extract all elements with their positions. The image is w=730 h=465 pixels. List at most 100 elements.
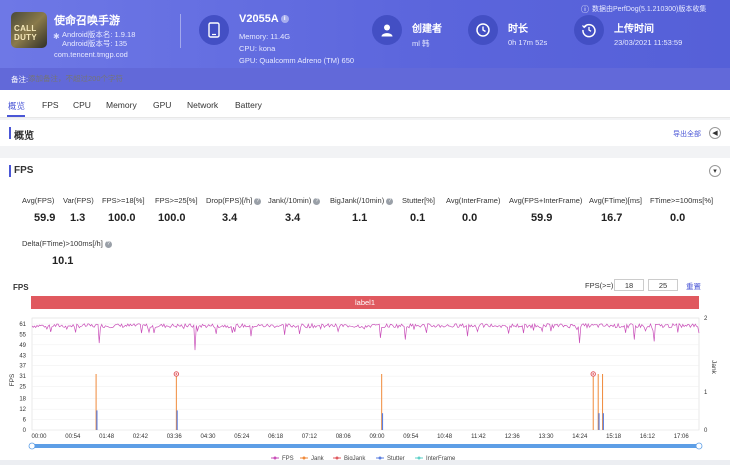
collapse-down-icon[interactable]: ▾ xyxy=(709,165,721,177)
reset-button[interactable]: 重置 xyxy=(686,282,701,291)
x-tick-label: 13:30 xyxy=(538,434,554,440)
legend-dot xyxy=(302,456,306,460)
legend-label: FPS xyxy=(282,456,294,462)
stat-value: 100.0 xyxy=(108,212,136,224)
stat-value: 0.1 xyxy=(410,212,426,224)
y2-axis-label: Jank xyxy=(710,360,717,374)
section-accent-bar xyxy=(9,165,11,177)
stat-value: 3.4 xyxy=(285,212,301,224)
remark-bar: 备注: xyxy=(0,68,730,90)
active-tab-indicator xyxy=(7,115,25,117)
legend-label: BigJank xyxy=(344,456,366,462)
fps-section-header: FPS ▾ xyxy=(0,158,730,184)
y-tick-label: 37 xyxy=(19,364,26,370)
app-name: 使命召唤手游 xyxy=(54,15,120,27)
history-icon xyxy=(574,15,604,45)
app-icon-text: CALL DUTY xyxy=(14,24,37,42)
android-version-code: Android版本号: 135 xyxy=(62,39,128,48)
help-icon[interactable]: ? xyxy=(254,197,262,205)
bigjank-mark-core xyxy=(175,373,178,375)
x-tick-label: 05:24 xyxy=(234,434,250,440)
stat-value: 0.0 xyxy=(462,212,478,224)
export-all-button[interactable]: 导出全部 xyxy=(673,131,701,138)
tab-network[interactable]: Network xyxy=(187,100,219,110)
creator-title: 创建者 xyxy=(412,24,442,35)
chart-title: FPS xyxy=(13,283,29,292)
generated-by: 数据由PerfDog(5.1.210300)版本收集 xyxy=(592,6,707,13)
help-icon[interactable]: ? xyxy=(386,197,394,205)
legend-label: Jank xyxy=(311,456,325,462)
device-cpu: CPU: kona xyxy=(239,44,276,53)
overview-title: 概览 xyxy=(14,131,34,142)
tab-gpu[interactable]: GPU xyxy=(153,100,172,110)
help-icon[interactable]: ? xyxy=(104,240,112,248)
upload-value: 23/03/2021 11:53:59 xyxy=(614,38,683,47)
device-gpu: GPU: Qualcomm Adreno (TM) 650 xyxy=(239,56,355,65)
slider-handle-left xyxy=(28,442,36,450)
threshold-input-1[interactable] xyxy=(614,279,644,291)
slider-handle-right xyxy=(695,442,703,450)
stat-label: Delta(FTime)>100ms[/h]? xyxy=(22,239,112,248)
device-memory: Memory: 11.4G xyxy=(239,32,291,41)
fps-section-title: FPS xyxy=(14,165,34,176)
x-tick-label: 06:18 xyxy=(268,434,284,440)
header-divider xyxy=(180,14,181,48)
y-tick-label: 0 xyxy=(23,428,27,434)
legend-label: Stutter xyxy=(387,456,405,462)
overview-section-header: 概览 导出全部 ◀ xyxy=(0,120,730,146)
x-tick-label: 00:00 xyxy=(31,434,47,440)
x-tick-label: 14:24 xyxy=(572,434,588,440)
clock-icon xyxy=(468,15,498,45)
legend-label: InterFrame xyxy=(426,456,456,462)
tab-memory[interactable]: Memory xyxy=(106,100,137,110)
remark-label: 备注: xyxy=(11,75,29,84)
y-tick-label: 61 xyxy=(19,322,26,328)
stat-value: 59.9 xyxy=(34,212,56,224)
stat-label: Avg(InterFrame) xyxy=(446,196,501,205)
plot-area xyxy=(31,317,700,431)
android-icon: ✱ xyxy=(53,32,60,41)
threshold-input-2[interactable] xyxy=(648,279,678,291)
stat-value: 3.4 xyxy=(222,212,238,224)
stat-label: Avg(FTime)[ms] xyxy=(589,196,642,205)
remark-input[interactable] xyxy=(28,72,228,85)
page-bottom xyxy=(0,460,730,465)
x-tick-label: 04:30 xyxy=(200,434,216,440)
stat-label: FTime>=100ms[%] xyxy=(650,196,714,205)
chart-zoom-slider xyxy=(32,444,699,448)
y-tick-label: 25 xyxy=(19,385,26,391)
stat-label: Stutter[%] xyxy=(402,196,435,205)
device-info-icon[interactable]: i xyxy=(280,15,289,24)
y-tick-label: 49 xyxy=(19,343,26,349)
x-tick-label: 17:06 xyxy=(674,434,690,440)
spacer xyxy=(0,118,730,120)
help-icon[interactable]: ? xyxy=(313,197,321,205)
stat-label: Avg(FPS+InterFrame) xyxy=(509,196,583,205)
stat-label: FPS>=18[%] xyxy=(102,196,145,205)
tab-fps[interactable]: FPS xyxy=(42,100,59,110)
x-tick-label: 16:12 xyxy=(640,434,656,440)
stat-value: 59.9 xyxy=(531,212,553,224)
y-tick-label: 31 xyxy=(19,374,26,380)
label-band[interactable]: label1 xyxy=(31,296,699,309)
x-tick-label: 03:36 xyxy=(167,434,183,440)
spacer xyxy=(0,146,730,158)
stat-label: Jank(/10min)? xyxy=(268,196,321,205)
y2-tick-label: 1 xyxy=(704,390,708,396)
stat-label: Var(FPS) xyxy=(63,196,94,205)
legend-dot xyxy=(417,456,421,460)
collapse-left-icon[interactable]: ◀ xyxy=(709,127,721,139)
tab-battery[interactable]: Battery xyxy=(235,100,262,110)
stat-value: 16.7 xyxy=(601,212,623,224)
upload-title: 上传时间 xyxy=(614,24,654,35)
x-tick-label: 15:18 xyxy=(606,434,622,440)
phone-icon xyxy=(199,15,229,45)
stat-value: 1.3 xyxy=(70,212,86,224)
tab-overview[interactable]: 概览 xyxy=(8,101,26,111)
tab-cpu[interactable]: CPU xyxy=(73,100,91,110)
x-tick-label: 11:42 xyxy=(471,434,486,440)
fps-series-line xyxy=(31,322,700,351)
stat-label: Avg(FPS) xyxy=(22,196,55,205)
x-tick-label: 12:36 xyxy=(505,434,521,440)
